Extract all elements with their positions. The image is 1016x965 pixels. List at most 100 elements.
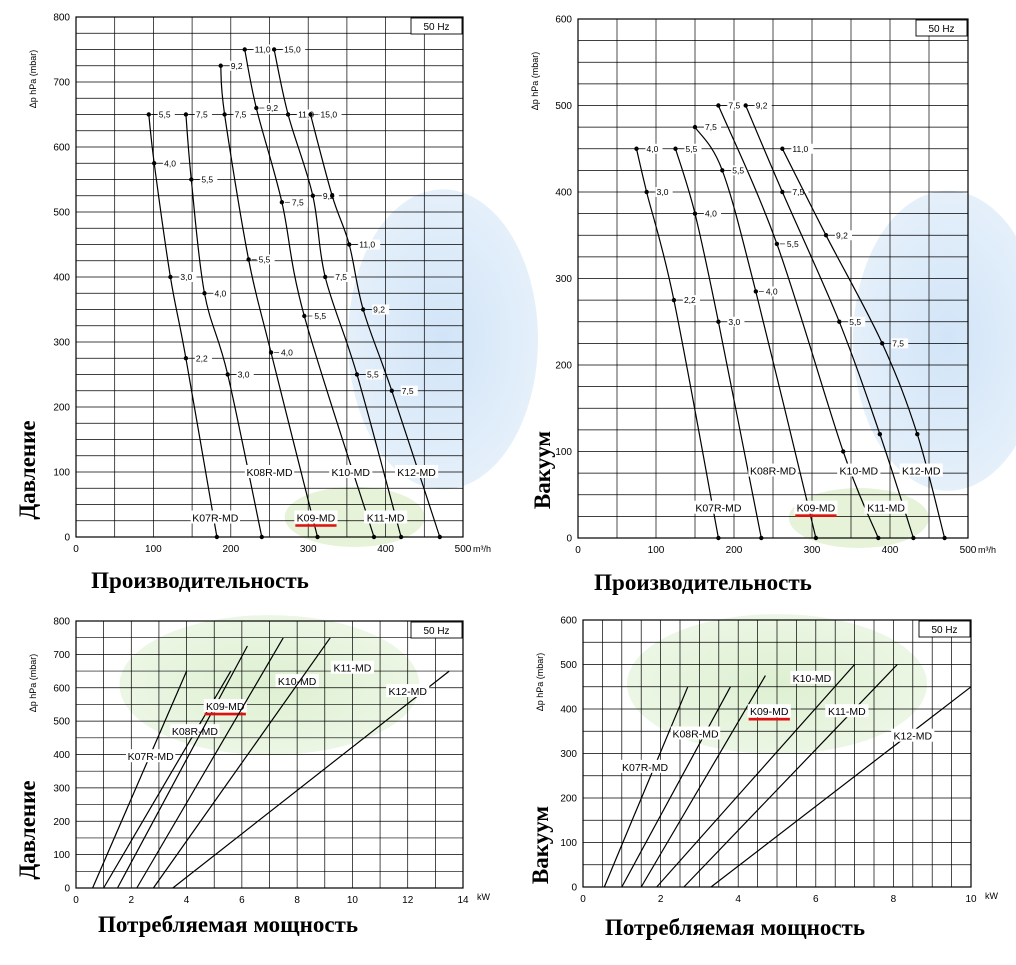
data-point bbox=[634, 146, 639, 151]
series-label-bg bbox=[244, 465, 295, 478]
point-label: 4,0 bbox=[705, 209, 717, 219]
y-tick-label: 300 bbox=[560, 749, 577, 760]
data-point bbox=[146, 112, 151, 117]
data-point bbox=[214, 534, 220, 540]
y-unit-label: Δp hPa (mbar) bbox=[530, 52, 540, 111]
point-label-bg bbox=[265, 103, 283, 113]
series-label: K07R-MD bbox=[695, 503, 742, 515]
x-axis-title: Потребляемая мощность bbox=[605, 915, 865, 940]
data-point bbox=[360, 307, 366, 312]
point-label-bg bbox=[179, 272, 197, 282]
point-label-bg bbox=[655, 187, 673, 197]
series-label-bg bbox=[294, 510, 338, 524]
y-axis-title: Давление bbox=[15, 420, 40, 519]
frequency-label: 50 Hz bbox=[423, 626, 449, 637]
series-k11-md: K11-MD bbox=[152, 637, 375, 889]
x-tick-label: 400 bbox=[882, 545, 899, 556]
y-tick-label: 700 bbox=[53, 650, 70, 661]
series-k12-md: 15,0 11,0 9,2 7,5 K12-MD bbox=[308, 109, 442, 540]
y-unit-label: Δp hPa (mbar) bbox=[28, 654, 38, 713]
y-unit-label: Δp hPa (mbar) bbox=[535, 653, 545, 712]
data-point bbox=[347, 242, 352, 247]
series-label-bg bbox=[790, 670, 834, 684]
data-point bbox=[285, 112, 291, 117]
series-line bbox=[172, 670, 450, 889]
data-point bbox=[880, 341, 885, 346]
series-line bbox=[603, 686, 689, 888]
series-k07r-md: K07R-MD bbox=[92, 670, 188, 889]
y-tick-label: 0 bbox=[571, 883, 577, 894]
data-point bbox=[716, 319, 721, 324]
point-label-bg bbox=[213, 288, 231, 299]
series-label-bg bbox=[203, 699, 247, 713]
series-label: K09-MD bbox=[297, 513, 336, 525]
series-label-bg bbox=[386, 684, 430, 698]
data-point bbox=[911, 535, 916, 541]
point-label-bg bbox=[334, 272, 352, 282]
point-label: 4,0 bbox=[164, 158, 176, 168]
series-label: K10-MD bbox=[332, 467, 371, 479]
series-line bbox=[710, 686, 972, 888]
point-label-bg bbox=[704, 122, 721, 133]
point-label: 9,2 bbox=[756, 101, 768, 111]
x-tick-label: 200 bbox=[222, 544, 239, 555]
y-tick-label: 300 bbox=[53, 783, 70, 794]
point-label: 7,5 bbox=[335, 272, 347, 282]
point-label-bg bbox=[194, 353, 212, 364]
point-label: 4,0 bbox=[214, 288, 226, 298]
data-point bbox=[759, 535, 764, 541]
y-tick-label: 700 bbox=[53, 78, 70, 89]
point-label-bg bbox=[785, 238, 803, 249]
series-label: K12-MD bbox=[894, 731, 933, 743]
x-axis-title: Производительность bbox=[594, 570, 812, 595]
point-label-bg bbox=[891, 338, 909, 349]
series-line bbox=[683, 664, 898, 888]
data-point bbox=[644, 189, 649, 195]
y-tick-label: 100 bbox=[555, 447, 572, 458]
point-label-bg bbox=[835, 230, 853, 241]
x-tick-label: 100 bbox=[145, 544, 162, 555]
x-tick-label: 6 bbox=[239, 895, 245, 906]
data-point bbox=[189, 177, 194, 182]
series-k12-md: K12-MD bbox=[172, 670, 450, 889]
series-k08r-md: 5,5 4,0 3,0 K08R-MD bbox=[673, 143, 798, 541]
point-label: 5,5 bbox=[314, 311, 326, 321]
watermark-shape bbox=[284, 487, 425, 547]
point-label: 7,5 bbox=[728, 101, 740, 111]
point-label-bg bbox=[319, 109, 342, 120]
series-label: K10-MD bbox=[793, 673, 832, 685]
point-label-bg bbox=[297, 109, 320, 120]
series-k09-md: 9,2 7,5 5,5 4,0 K09-MD bbox=[218, 60, 338, 540]
data-point bbox=[398, 534, 404, 540]
data-point bbox=[774, 241, 780, 247]
point-label: 11,0 bbox=[359, 240, 375, 250]
point-label-bg bbox=[358, 239, 381, 250]
y-tick-label: 0 bbox=[64, 884, 70, 895]
data-point bbox=[308, 112, 313, 117]
data-point bbox=[942, 535, 947, 541]
point-label-bg bbox=[163, 158, 181, 169]
x-tick-label: 14 bbox=[457, 895, 469, 906]
data-point bbox=[310, 193, 316, 198]
point-label: 4,0 bbox=[647, 144, 659, 154]
y-tick-label: 0 bbox=[64, 533, 70, 544]
point-label-bg bbox=[727, 316, 745, 327]
x-tick-label: 8 bbox=[891, 894, 897, 905]
point-label: 9,2 bbox=[323, 191, 335, 201]
data-point bbox=[780, 146, 785, 151]
x-tick-label: 4 bbox=[735, 894, 741, 905]
x-tick-label: 8 bbox=[294, 895, 300, 906]
y-tick-label: 600 bbox=[555, 15, 572, 26]
y-tick-label: 500 bbox=[53, 717, 70, 728]
point-label: 11,0 bbox=[255, 45, 271, 55]
x-unit-label: m³/h bbox=[978, 545, 996, 555]
x-tick-label: 300 bbox=[804, 545, 821, 556]
series-label-bg bbox=[891, 728, 935, 742]
frequency-box bbox=[410, 17, 463, 35]
series-line bbox=[136, 637, 284, 889]
y-tick-label: 500 bbox=[53, 208, 70, 219]
data-point bbox=[279, 200, 285, 205]
point-label: 2,2 bbox=[684, 295, 696, 305]
y-tick-label: 600 bbox=[53, 143, 70, 154]
